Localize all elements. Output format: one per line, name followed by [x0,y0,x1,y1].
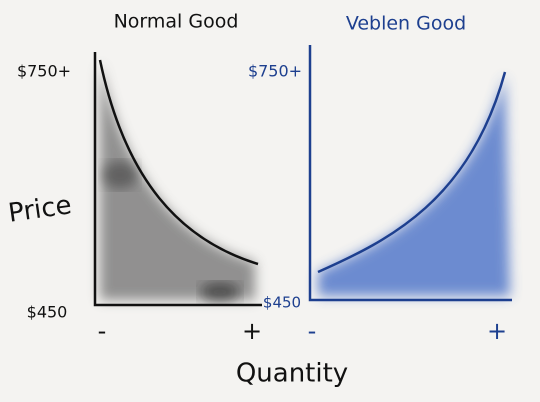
x-left-label: - [98,317,107,345]
shading-dark [102,161,138,189]
panel-title: Normal Good [114,11,239,33]
x-axis-label: Quantity [236,359,348,389]
shading [100,62,255,300]
axes [308,45,512,302]
y-bottom-label: $450 [27,303,68,322]
x-left-label: - [308,317,317,345]
x-right-label: + [242,317,262,345]
demand-curve [98,59,259,266]
shading-dark [200,282,240,302]
shading [318,75,510,296]
x-right-label: + [487,317,507,345]
y-top-label: $750+ [248,62,302,81]
axes [93,52,262,307]
panel-title: Veblen Good [346,13,466,35]
y-bottom-label: $450 [263,294,301,312]
demand-curve [317,71,507,274]
y-top-label: $750+ [17,62,71,81]
